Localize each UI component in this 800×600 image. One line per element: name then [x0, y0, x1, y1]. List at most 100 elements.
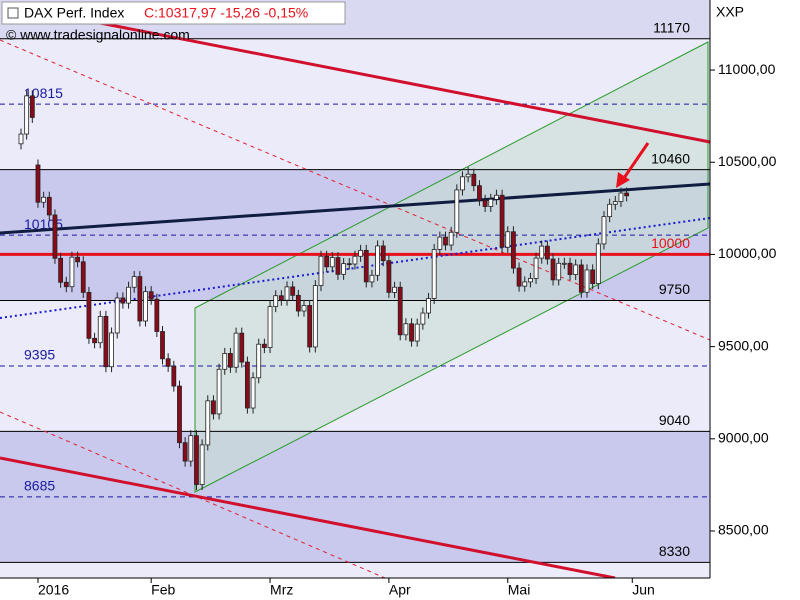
candle-body: [341, 263, 347, 275]
x-tick-label: Jun: [632, 582, 655, 598]
candle-body: [397, 286, 403, 336]
candle-body: [346, 263, 352, 266]
candle-body: [528, 277, 533, 283]
candle-body: [561, 262, 567, 265]
chart-title: DAX Perf. Index: [24, 5, 124, 21]
candle-body: [211, 400, 216, 415]
level-label: 9750: [659, 281, 690, 297]
arrow-line: [622, 142, 650, 179]
candle-body: [18, 133, 24, 145]
candle-body: [380, 245, 386, 262]
candle-body: [465, 173, 471, 178]
candle-body: [41, 196, 47, 203]
trend-line: [0, 182, 711, 235]
axis-panel: [710, 0, 800, 600]
candle-body: [29, 95, 35, 118]
trend-line: [0, 39, 711, 341]
candle-body: [216, 368, 222, 415]
candle-body: [194, 435, 199, 485]
candle-body: [624, 192, 630, 197]
level-label: 8330: [659, 543, 690, 559]
candle-body: [352, 255, 358, 265]
candle-body: [312, 285, 318, 348]
candle-body: [618, 192, 624, 202]
candle-body: [516, 267, 522, 287]
candle-body: [522, 281, 528, 287]
candle-body: [329, 257, 335, 268]
candle-body: [601, 216, 607, 245]
candle-body: [92, 337, 97, 344]
level-label: 10000: [651, 235, 690, 251]
x-tick-label: 2016: [38, 582, 69, 598]
candle-body: [52, 214, 58, 259]
candle-body: [137, 276, 143, 322]
candle-body: [80, 261, 86, 293]
candle-body: [120, 297, 126, 304]
candle-body: [437, 236, 443, 250]
candle-body: [103, 315, 109, 368]
candle-body: [386, 260, 392, 293]
candle-body: [86, 292, 92, 339]
y-tick-label: 10000,00: [718, 245, 777, 261]
y-ticks: 8500,00 9000,00 9500,00 10000,00 10500,00 110…: [710, 61, 777, 538]
header-box: [1, 1, 346, 25]
level-label: 9040: [659, 412, 690, 428]
candle-body: [143, 291, 148, 322]
levels: 1117010815104601010510000975093959040868…: [0, 19, 710, 563]
candle-body: [482, 199, 488, 207]
candle-body: [443, 236, 448, 246]
candle-body: [511, 231, 516, 269]
candle-body: [431, 249, 437, 299]
y-tick-label: 10500,00: [718, 153, 777, 169]
candle-body: [460, 176, 465, 191]
candle-body: [471, 173, 477, 187]
trend-channel: [194, 41, 709, 493]
candle-body: [403, 323, 409, 336]
candle-body: [409, 323, 414, 342]
trend-lines: [0, 20, 711, 580]
candle-body: [154, 298, 160, 332]
level-label: 9395: [24, 347, 55, 363]
candle-body: [544, 245, 550, 260]
candle-body: [148, 291, 154, 300]
candle-body: [567, 262, 573, 275]
candle-body: [273, 295, 279, 308]
y-tick-label: 8500,00: [718, 522, 769, 538]
candle-body: [318, 255, 324, 286]
candle-body: [307, 305, 313, 348]
candle-body: [75, 256, 80, 263]
candle-body: [420, 312, 426, 325]
candle-body: [392, 286, 397, 293]
candle-body: [250, 377, 256, 409]
candle-body: [488, 198, 494, 207]
candle-body: [499, 194, 505, 248]
x-tick-label: Apr: [389, 582, 411, 598]
candle-body: [578, 264, 584, 293]
level-label: 10815: [24, 85, 63, 101]
candle-body: [244, 361, 250, 409]
candle-body: [375, 245, 380, 276]
candle-body: [284, 286, 290, 301]
x-tick-label: Feb: [151, 582, 175, 598]
candle-body: [233, 332, 239, 368]
candle-body: [160, 331, 165, 360]
x-ticks: 2016 Feb Mrz Apr Mai Jun: [37, 578, 655, 598]
candle-body: [63, 281, 69, 288]
candle-body: [69, 256, 75, 288]
candle-body: [290, 286, 296, 296]
candle-body: [584, 269, 590, 293]
candle-body: [363, 249, 369, 283]
axis-panel: [0, 578, 800, 600]
candle-body: [199, 444, 205, 485]
candle-body: [46, 196, 52, 216]
candle-body: [239, 332, 245, 363]
candle-body: [256, 343, 262, 379]
candle-body: [539, 245, 545, 259]
candle-body: [556, 262, 562, 281]
y-tick-label: 11000,00: [718, 61, 776, 77]
candle-body: [533, 257, 539, 279]
candle-body: [477, 185, 482, 201]
candle-body: [222, 353, 228, 370]
candle-body: [448, 231, 454, 246]
candle-body: [358, 249, 364, 257]
